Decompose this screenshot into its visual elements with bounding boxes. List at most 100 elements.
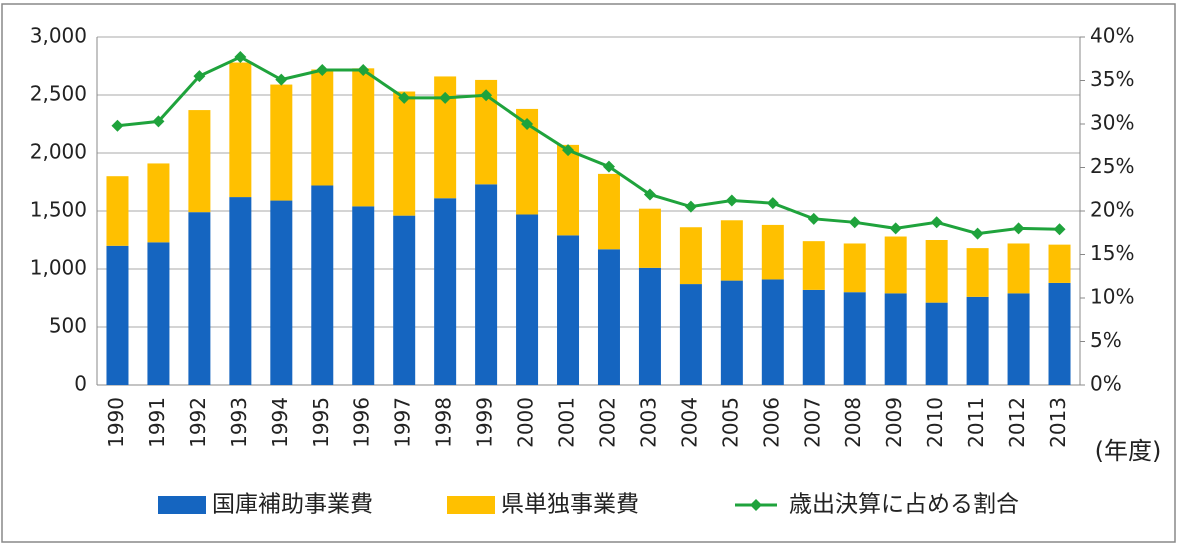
x-tick-label: 2003 bbox=[636, 397, 660, 448]
bar bbox=[106, 176, 129, 246]
bar bbox=[720, 220, 743, 281]
line-marker bbox=[193, 70, 206, 83]
line-marker bbox=[152, 115, 165, 128]
x-tick-label: 2007 bbox=[800, 397, 824, 448]
bar bbox=[925, 302, 948, 385]
line-marker bbox=[275, 73, 288, 86]
x-tick-label: 2008 bbox=[841, 397, 865, 448]
x-axis-label: (年度) bbox=[1095, 437, 1162, 465]
x-tick-label: 2006 bbox=[759, 397, 783, 448]
bar bbox=[884, 236, 907, 294]
bar bbox=[475, 79, 498, 185]
line-marker bbox=[398, 91, 411, 104]
bar bbox=[475, 184, 498, 385]
x-tick-label: 1995 bbox=[309, 397, 333, 448]
bar bbox=[966, 296, 989, 385]
line-marker bbox=[848, 216, 861, 229]
bar bbox=[106, 245, 129, 385]
bar bbox=[188, 110, 211, 213]
bar bbox=[270, 84, 293, 201]
line-marker bbox=[1053, 223, 1066, 236]
line-marker bbox=[480, 89, 493, 102]
line-marker bbox=[807, 212, 820, 225]
x-tick-label: 2002 bbox=[595, 397, 619, 448]
bar bbox=[229, 62, 252, 198]
y2-tick-label: 5% bbox=[1090, 328, 1122, 352]
x-tick-label: 1994 bbox=[268, 397, 292, 448]
bar bbox=[434, 198, 457, 385]
x-tick-label: 2001 bbox=[555, 397, 579, 448]
x-tick-label: 2011 bbox=[964, 397, 988, 448]
bar bbox=[516, 108, 539, 215]
chart-frame bbox=[1, 3, 1176, 543]
bar bbox=[966, 248, 989, 297]
legend-label: 県単独事業費 bbox=[501, 492, 639, 518]
bar bbox=[229, 197, 252, 385]
x-tick-label: 2012 bbox=[1005, 397, 1029, 448]
x-tick-label: 2013 bbox=[1046, 397, 1070, 448]
x-tick-label: 1993 bbox=[227, 397, 251, 448]
y-tick-label: 2,000 bbox=[30, 140, 87, 164]
bar bbox=[352, 206, 375, 385]
legend-marker bbox=[750, 499, 762, 511]
y2-tick-label: 10% bbox=[1090, 285, 1134, 309]
bar bbox=[557, 144, 580, 236]
bar bbox=[393, 91, 416, 216]
y2-tick-label: 30% bbox=[1090, 111, 1134, 135]
y2-tick-label: 20% bbox=[1090, 198, 1134, 222]
bar bbox=[147, 163, 170, 243]
bar bbox=[802, 289, 825, 385]
x-tick-label: 1991 bbox=[145, 397, 169, 448]
bar bbox=[311, 69, 334, 186]
y2-tick-label: 15% bbox=[1090, 241, 1134, 265]
y2-tick-label: 40% bbox=[1090, 24, 1134, 48]
bar bbox=[761, 224, 784, 280]
x-tick-label: 1992 bbox=[186, 397, 210, 448]
x-tick-label: 1996 bbox=[350, 397, 374, 448]
x-tick-label: 2000 bbox=[514, 397, 538, 448]
bar bbox=[638, 208, 661, 268]
x-tick-label: 2004 bbox=[677, 397, 701, 448]
bar bbox=[597, 249, 620, 385]
legend-swatch bbox=[447, 496, 495, 514]
line-marker bbox=[971, 227, 984, 240]
bar bbox=[1007, 243, 1030, 294]
bar bbox=[597, 173, 620, 250]
y2-tick-label: 0% bbox=[1090, 372, 1122, 396]
y-tick-label: 1,000 bbox=[30, 256, 87, 280]
y2-tick-label: 25% bbox=[1090, 154, 1134, 178]
bar bbox=[1007, 293, 1030, 385]
bar bbox=[761, 279, 784, 385]
legend-label: 国庫補助事業費 bbox=[212, 492, 373, 518]
line-marker bbox=[234, 51, 247, 64]
line-marker bbox=[766, 197, 779, 210]
legend-swatch bbox=[158, 496, 206, 514]
bar bbox=[720, 280, 743, 385]
bar bbox=[270, 200, 293, 385]
line-marker bbox=[357, 64, 370, 77]
line-marker bbox=[930, 216, 943, 229]
bar bbox=[311, 185, 334, 385]
bar bbox=[188, 212, 211, 385]
x-tick-label: 1990 bbox=[104, 397, 128, 448]
line-marker bbox=[562, 144, 575, 157]
bar bbox=[434, 76, 457, 199]
y-tick-label: 0 bbox=[74, 372, 87, 396]
line-marker bbox=[684, 200, 697, 213]
line-marker bbox=[521, 118, 534, 130]
bar bbox=[925, 240, 948, 303]
legend-label: 歳出決算に占める割合 bbox=[789, 492, 1019, 518]
bar bbox=[1048, 244, 1071, 283]
x-tick-label: 2010 bbox=[923, 397, 947, 448]
x-tick-label: 1999 bbox=[473, 397, 497, 448]
bar bbox=[352, 68, 375, 207]
y-tick-label: 2,500 bbox=[30, 82, 87, 106]
y-tick-label: 3,000 bbox=[30, 24, 87, 48]
line-marker bbox=[316, 64, 329, 77]
bar bbox=[843, 292, 866, 385]
line-marker bbox=[1012, 222, 1025, 235]
bar bbox=[843, 243, 866, 293]
bar bbox=[884, 293, 907, 385]
x-tick-label: 1998 bbox=[432, 397, 456, 448]
